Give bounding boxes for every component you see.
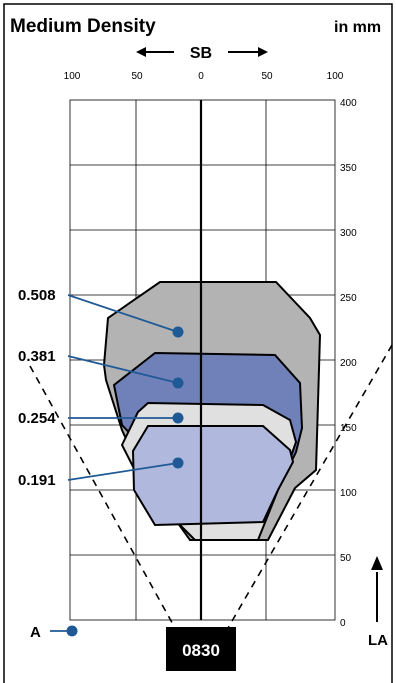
zone-0191 — [133, 426, 293, 525]
units-label: in mm — [334, 19, 381, 36]
leader-dot — [173, 413, 184, 424]
leader-dot — [173, 458, 184, 469]
x-tick-label: 50 — [261, 71, 273, 82]
leader-dot — [173, 378, 184, 389]
sb-label: SB — [190, 45, 212, 62]
title: Medium Density — [10, 16, 156, 37]
y-tick-label: 250 — [340, 293, 357, 304]
leader-dot — [173, 327, 184, 338]
leader-dot — [67, 626, 78, 637]
x-tick-label: 100 — [64, 71, 81, 82]
y-tick-label: 200 — [340, 358, 357, 369]
la-label: LA — [368, 632, 388, 649]
y-tick-label: 350 — [340, 163, 357, 174]
x-tick-label: 0 — [198, 71, 204, 82]
model-badge-text: 0830 — [182, 641, 220, 660]
density-label-0508: 0.508 — [18, 287, 56, 304]
y-tick-label: 400 — [340, 98, 357, 109]
a-label: A — [30, 624, 41, 641]
x-tick-labels: 100 50 0 50 100 — [64, 71, 344, 82]
x-tick-label: 50 — [131, 71, 143, 82]
y-tick-label: 0 — [340, 618, 346, 629]
y-tick-label: 300 — [340, 228, 357, 239]
density-labels: 0.508 0.381 0.254 0.191 — [18, 287, 56, 489]
density-label-0254: 0.254 — [18, 410, 56, 427]
y-tick-labels: 400 350 300 250 200 150 100 50 0 — [340, 98, 357, 629]
la-arrow — [371, 556, 383, 622]
y-tick-label: 150 — [340, 423, 357, 434]
density-label-0191: 0.191 — [18, 472, 56, 489]
density-label-0381: 0.381 — [18, 348, 56, 365]
y-tick-label: 100 — [340, 488, 357, 499]
x-tick-label: 100 — [327, 71, 344, 82]
y-tick-label: 50 — [340, 553, 352, 564]
